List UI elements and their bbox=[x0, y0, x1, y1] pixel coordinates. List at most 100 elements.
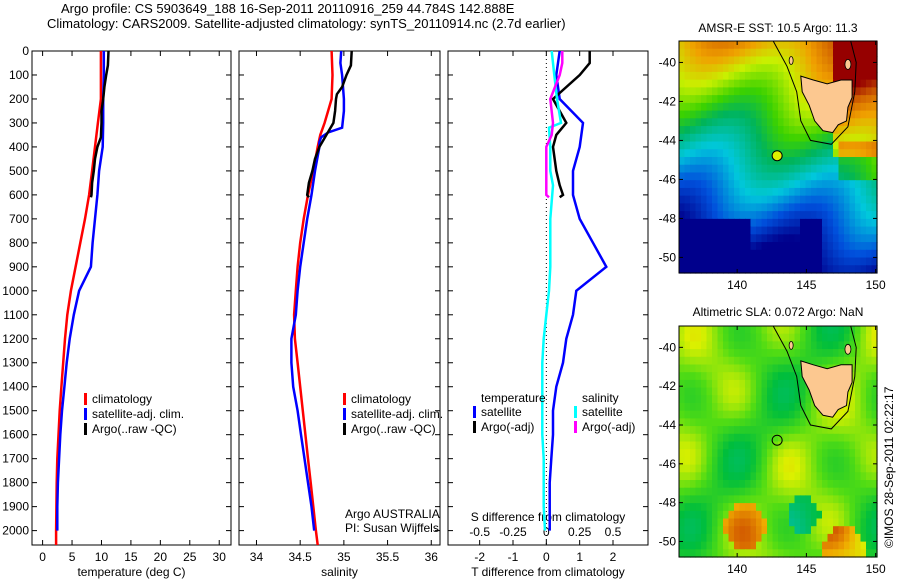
sst-map-title: AMSR-E SST: 10.5 Argo: 11.3 bbox=[698, 21, 858, 35]
x-tick-label: 5 bbox=[69, 550, 76, 564]
secondary-xlabel: S difference from climatology bbox=[471, 510, 626, 524]
y-tick-label: 1500 bbox=[2, 404, 29, 418]
map-x-tick-label: 145 bbox=[796, 278, 816, 292]
x-tick-label: 35 bbox=[337, 550, 351, 564]
legend-swatch bbox=[574, 421, 577, 433]
x-tick-label: 0 bbox=[543, 550, 550, 564]
figure-title-line1: Argo profile: CS 5903649_188 16-Sep-2011… bbox=[61, 1, 515, 16]
y-tick-label: 300 bbox=[9, 116, 29, 130]
y-tick-label: 1400 bbox=[2, 380, 29, 394]
king-island bbox=[788, 56, 794, 65]
legend-label: satellite-adj. clim. bbox=[351, 407, 443, 421]
secondary-x-tick-label: 0.5 bbox=[605, 525, 622, 539]
tasmania-land bbox=[800, 75, 853, 134]
series-temperature-argo-adj- bbox=[551, 51, 591, 199]
series-satellite-adj-clim- bbox=[290, 50, 346, 531]
map-y-tick-label: -46 bbox=[659, 172, 677, 186]
y-tick-label: 700 bbox=[9, 212, 29, 226]
legend-swatch bbox=[343, 423, 346, 435]
map-y-tick-label: -44 bbox=[659, 133, 677, 147]
y-tick-label: 1800 bbox=[2, 476, 29, 490]
sla-map-title: Altimetric SLA: 0.072 Argo: NaN bbox=[692, 305, 864, 319]
legend-label: Argo(..raw -QC) bbox=[92, 422, 177, 436]
annotation-pi: PI: Susan Wijffels bbox=[345, 521, 439, 535]
map-x-tick-label: 145 bbox=[796, 562, 816, 576]
map-x-tick-label: 140 bbox=[727, 562, 747, 576]
legend-swatch bbox=[343, 393, 346, 405]
y-tick-label: 2000 bbox=[2, 524, 29, 538]
y-tick-label: 1700 bbox=[2, 452, 29, 466]
difference-profile-xlabel: T difference from climatology bbox=[471, 565, 625, 579]
salinity-profile-xlabel: salinity bbox=[321, 565, 358, 579]
legend-label: satellite-adj. clim. bbox=[92, 407, 184, 421]
x-tick-label: 34.5 bbox=[288, 550, 312, 564]
map-y-tick-label: -50 bbox=[659, 250, 677, 264]
y-tick-label: 600 bbox=[9, 188, 29, 202]
legend-swatch bbox=[343, 408, 346, 420]
x-tick-label: 15 bbox=[124, 550, 138, 564]
map-y-tick-label: -40 bbox=[659, 340, 677, 354]
secondary-x-tick-label: 0.25 bbox=[568, 525, 592, 539]
x-tick-label: -1 bbox=[508, 550, 519, 564]
y-tick-label: 200 bbox=[9, 92, 29, 106]
legend-header-salinity: salinity bbox=[582, 391, 619, 405]
temperature-profile-xlabel: temperature (deg C) bbox=[77, 565, 185, 579]
y-tick-label: 500 bbox=[9, 164, 29, 178]
x-tick-label: 10 bbox=[95, 550, 109, 564]
secondary-x-tick-label: -0.25 bbox=[499, 525, 527, 539]
secondary-x-tick-label: -0.5 bbox=[469, 525, 490, 539]
legend-label: Argo(-adj) bbox=[481, 420, 534, 434]
tasmania-land bbox=[800, 360, 853, 418]
y-tick-label: 1200 bbox=[2, 332, 29, 346]
y-tick-label: 1000 bbox=[2, 284, 29, 298]
x-tick-label: 0 bbox=[39, 550, 46, 564]
y-tick-label: 800 bbox=[9, 236, 29, 250]
x-tick-label: -2 bbox=[474, 550, 485, 564]
x-tick-label: 20 bbox=[154, 550, 168, 564]
salinity-profile-frame bbox=[238, 50, 441, 546]
map-y-tick-label: -40 bbox=[659, 55, 677, 69]
flinders-island bbox=[844, 58, 852, 70]
flinders-island bbox=[844, 343, 852, 355]
x-tick-label: 36 bbox=[425, 550, 439, 564]
legend-swatch bbox=[473, 406, 476, 418]
series-climatology bbox=[292, 50, 334, 546]
legend-label: climatology bbox=[351, 392, 411, 406]
y-tick-label: 900 bbox=[9, 260, 29, 274]
y-tick-label: 400 bbox=[9, 140, 29, 154]
annotation-agency: Argo AUSTRALIA bbox=[345, 507, 440, 521]
sla-map-frame bbox=[678, 325, 878, 558]
x-tick-label: 35.5 bbox=[376, 550, 400, 564]
y-tick-label: 1300 bbox=[2, 356, 29, 370]
legend-swatch bbox=[84, 393, 87, 405]
x-tick-label: 34 bbox=[250, 550, 264, 564]
series-climatology bbox=[54, 51, 103, 545]
legend-label: satellite bbox=[481, 405, 522, 419]
map-x-tick-label: 150 bbox=[866, 562, 886, 576]
map-y-tick-label: -48 bbox=[659, 211, 677, 225]
map-y-tick-label: -42 bbox=[659, 94, 677, 108]
shelf-contour bbox=[772, 40, 857, 145]
sst-map-grid bbox=[679, 41, 878, 274]
figure-title-line2: Climatology: CARS2009. Satellite-adjuste… bbox=[47, 16, 566, 31]
map-y-tick-label: -50 bbox=[659, 534, 677, 548]
x-tick-label: 1 bbox=[576, 550, 583, 564]
shelf-contour bbox=[772, 325, 857, 430]
y-tick-label: 0 bbox=[22, 44, 29, 58]
legend-label: Argo(..raw -QC) bbox=[351, 422, 436, 436]
x-tick-label: 2 bbox=[610, 550, 617, 564]
x-tick-label: 30 bbox=[213, 550, 227, 564]
sst-map-frame bbox=[678, 40, 878, 274]
series-salinity-argo-adj- bbox=[545, 51, 564, 199]
legend-label: satellite bbox=[582, 405, 623, 419]
king-island bbox=[788, 341, 794, 350]
series-satellite-adj-clim- bbox=[56, 51, 106, 531]
y-tick-label: 1600 bbox=[2, 428, 29, 442]
legend-header-temperature: temperature bbox=[481, 391, 546, 405]
y-tick-label: 100 bbox=[9, 68, 29, 82]
legend-label: Argo(-adj) bbox=[582, 420, 635, 434]
series-temperature-satellite bbox=[548, 50, 608, 531]
legend-swatch bbox=[473, 421, 476, 433]
imos-credit: ©IMOS 28-Sep-2011 02:22:17 bbox=[882, 386, 896, 548]
legend-label: climatology bbox=[92, 392, 152, 406]
